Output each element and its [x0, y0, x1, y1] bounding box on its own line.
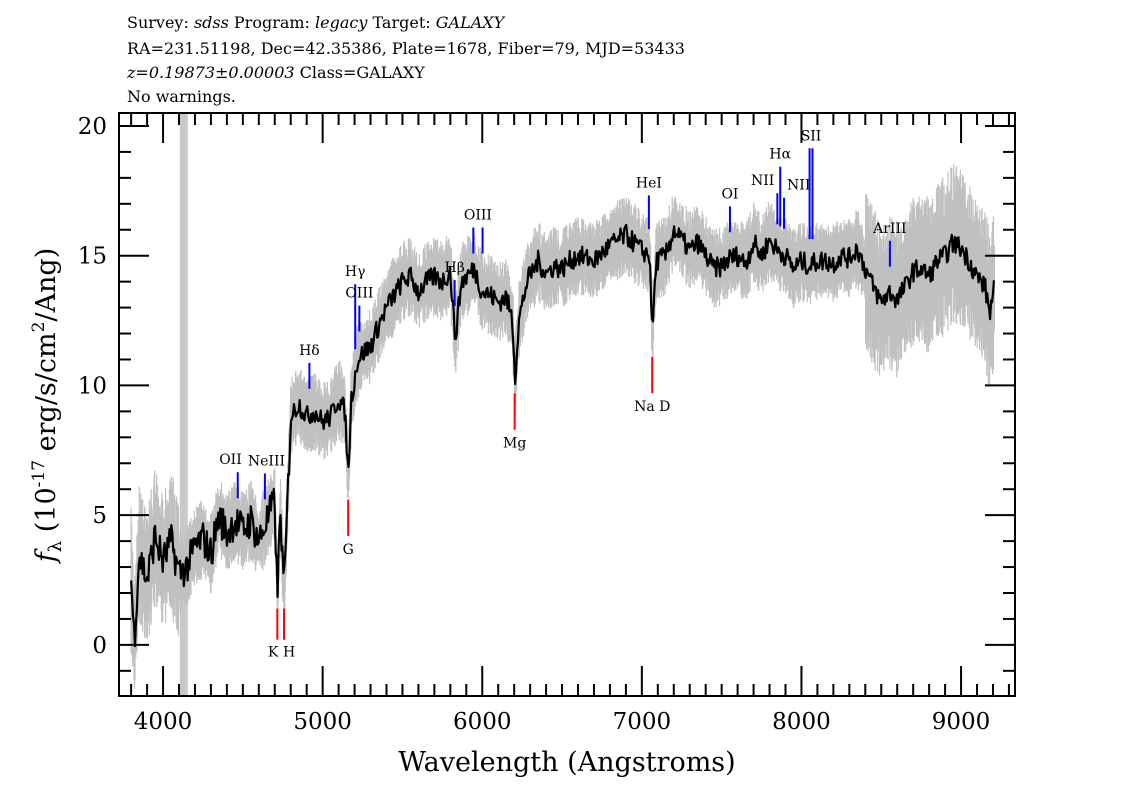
x-tick-label: 5000	[293, 709, 352, 735]
y-axis-label: fλ (10-17 erg/s/cm2/Ang)	[29, 248, 66, 564]
flux-line	[130, 223, 995, 648]
y-tick-label: 10	[78, 373, 107, 399]
x-tick-label: 4000	[134, 709, 193, 735]
y-tick-label: 15	[78, 244, 107, 270]
marker-label: K	[268, 645, 279, 661]
x-tick-label: 8000	[772, 709, 831, 735]
header: Survey: sdss Program: legacy Target: GAL…	[126, 13, 685, 106]
line-marker-oiii: OIII	[345, 286, 373, 332]
target-label: Target:	[367, 13, 435, 32]
marker-label: OIII	[345, 286, 373, 302]
plot-frame	[118, 112, 1016, 697]
x-axis-label: Wavelength (Angstroms)	[398, 747, 735, 778]
line-marker-hγ: Hγ	[345, 264, 366, 350]
marker-label: NII	[751, 173, 774, 189]
x-tick-label: 7000	[613, 709, 672, 735]
y-tick-label: 0	[92, 633, 107, 659]
line-marker-hβ: Hβ	[444, 260, 465, 307]
marker-label: OII	[219, 452, 242, 468]
marker-label: H	[283, 645, 295, 661]
line-marker-neiii: NeIII	[248, 453, 285, 500]
survey-value: sdss	[194, 13, 229, 32]
line-marker-oi: OI	[721, 186, 738, 233]
marker-label: ArIII	[872, 221, 906, 237]
line-marker-h: H	[283, 608, 295, 661]
error-band	[130, 164, 995, 689]
line-marker-ariii: ArIII	[872, 221, 907, 267]
program-value: legacy	[315, 13, 368, 32]
masked-band	[179, 113, 188, 696]
line-marker-mg: Mg	[503, 393, 526, 452]
marker-label: Hα	[769, 147, 791, 163]
target-value: GALAXY	[436, 13, 506, 32]
header-line-3: z=0.19873±0.00003 Class=GALAXY	[126, 63, 425, 82]
marker-label: SII	[801, 128, 822, 144]
line-marker-nad: Na D	[634, 356, 670, 415]
marker-label: G	[343, 542, 354, 558]
plot-area: OII NeIII K H Hδ G Hγ OIII Hβ OIII Mg HeI Na D OI NII H…	[130, 113, 995, 696]
line-marker-k: K	[268, 608, 279, 661]
class-value: Class=GALAXY	[295, 63, 426, 82]
plot-content	[130, 113, 995, 696]
marker-label: OIII	[464, 208, 492, 224]
x-tick-label: 9000	[932, 709, 991, 735]
marker-label: Na D	[634, 399, 670, 415]
marker-label: Mg	[503, 436, 526, 452]
line-marker-hα: Hα	[769, 147, 792, 227]
axes: 4000 5000 6000 7000 8000 9000 0 5 10 15 20	[78, 112, 1016, 735]
line-marker-oii: OII	[219, 452, 242, 499]
y-tick-label: 5	[92, 503, 107, 529]
marker-label: NII	[787, 178, 810, 194]
header-line-4: No warnings.	[127, 87, 236, 106]
marker-label: NeIII	[248, 453, 285, 469]
line-marker-nii: NII	[751, 173, 779, 225]
line-marker-sii: SII	[801, 128, 822, 240]
header-line-1: Survey: sdss Program: legacy Target: GAL…	[127, 13, 506, 32]
header-line-2: RA=231.51198, Dec=42.35386, Plate=1678, …	[127, 39, 685, 58]
line-marker-nii: NII	[783, 178, 810, 229]
line-marker-hδ: Hδ	[299, 343, 320, 389]
line-marker-g: G	[343, 499, 354, 558]
marker-label: Hδ	[299, 343, 320, 359]
redshift-value: z=0.19873±0.00003	[126, 63, 295, 82]
x-tick-label: 6000	[453, 709, 512, 735]
marker-label: OI	[721, 186, 738, 202]
line-marker-hei: HeI	[636, 175, 662, 230]
survey-label: Survey:	[127, 13, 194, 32]
marker-label: Hβ	[444, 260, 464, 276]
line-marker-oiii: OIII	[464, 208, 492, 254]
y-tick-label: 20	[78, 114, 107, 140]
marker-label: Hγ	[345, 264, 366, 280]
program-label: Program:	[229, 13, 315, 32]
marker-label: HeI	[636, 175, 662, 191]
